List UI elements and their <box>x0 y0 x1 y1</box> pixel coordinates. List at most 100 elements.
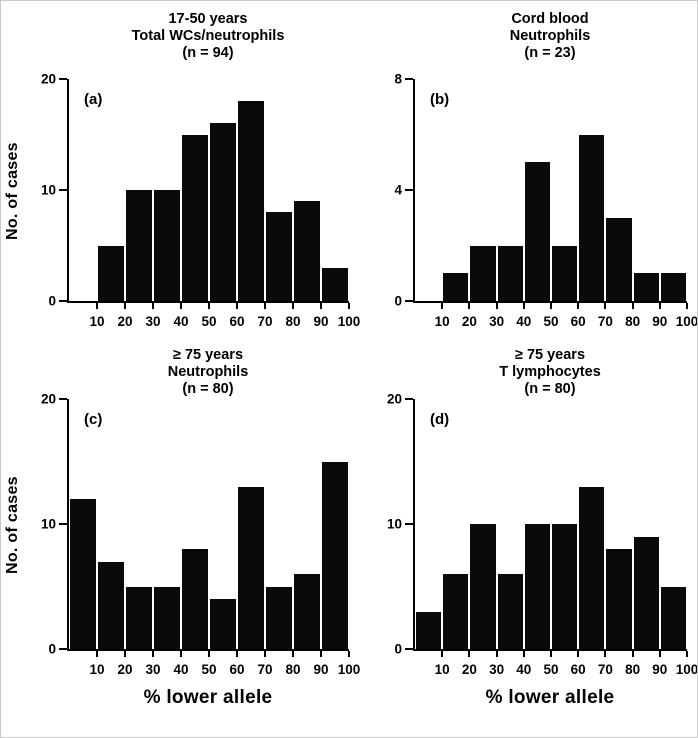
x-tick-mark <box>208 303 210 309</box>
x-tick-label: 80 <box>625 314 641 329</box>
histogram-bar <box>606 217 632 301</box>
x-tick-mark <box>577 651 580 657</box>
x-tick-label: 90 <box>313 314 329 329</box>
x-tick-mark <box>441 303 444 309</box>
x-tick-label: 40 <box>516 662 532 677</box>
y-tick-label: 0 <box>48 293 56 309</box>
histogram-bar <box>579 134 605 301</box>
title-line: ≥ 75 years <box>514 347 586 363</box>
x-tick-mark <box>152 651 154 657</box>
histogram-bar <box>238 486 264 649</box>
histogram-bar <box>154 586 180 649</box>
x-tick-mark <box>658 651 661 657</box>
y-tick-label: 0 <box>394 641 402 657</box>
panel-letter-c: (c) <box>84 411 103 428</box>
histogram-bar <box>633 273 659 301</box>
x-tick-label: 10 <box>434 662 450 677</box>
x-tick-mark <box>658 303 661 309</box>
x-tick-label: 90 <box>313 662 329 677</box>
histogram-bar <box>416 611 442 649</box>
title-line-n: (n = 80) <box>524 381 576 397</box>
panel-d-title: ≥ 75 years T lymphocytes (n = 80) <box>413 333 687 399</box>
title-line: Cord blood <box>511 11 589 27</box>
x-tick-mark <box>124 651 126 657</box>
y-tick-mark <box>59 78 67 80</box>
histogram-plot-c: (c) 10 20 30 40 50 60 70 80 90 100 0 10 20 <box>41 392 360 678</box>
histogram-bar <box>470 245 496 301</box>
plot-row: (b) 10 20 30 40 50 60 70 80 90 100 0 4 8 <box>359 72 697 330</box>
title-line: 17-50 years <box>168 11 248 27</box>
x-tick-mark <box>522 303 525 309</box>
histogram-bar <box>98 245 124 301</box>
x-tick-label: 70 <box>597 662 613 677</box>
histogram-bar <box>606 549 632 649</box>
x-tick-mark <box>348 303 350 309</box>
histogram-bar <box>210 123 236 301</box>
x-tick-mark <box>550 303 552 309</box>
title-line-n: (n = 23) <box>524 45 576 61</box>
histogram-bar <box>98 561 124 649</box>
x-tick-label: 80 <box>625 662 641 677</box>
histogram-bar <box>552 245 578 301</box>
x-tick-mark <box>208 651 210 657</box>
x-tick-label: 90 <box>652 314 668 329</box>
x-tick-mark <box>236 651 238 657</box>
panel-letter-d: (d) <box>430 411 450 428</box>
x-tick-label: 20 <box>117 662 133 677</box>
y-tick-label: 10 <box>40 182 56 198</box>
histogram-bar <box>660 586 686 649</box>
histogram-bar <box>497 245 523 301</box>
panel-d: ≥ 75 years T lymphocytes (n = 80) (d) 10… <box>359 333 697 737</box>
title-line-n: (n = 94) <box>182 45 234 61</box>
histogram-bar <box>154 190 180 301</box>
x-tick-mark <box>468 303 471 309</box>
x-tick-mark <box>292 303 294 309</box>
x-tick-mark <box>441 651 444 657</box>
y-axis-label: No. of cases <box>4 476 21 574</box>
x-tick-mark <box>495 303 498 309</box>
x-tick-label: 50 <box>201 662 217 677</box>
x-tick-mark <box>495 651 498 657</box>
x-tick-mark <box>180 651 182 657</box>
x-tick-label: 50 <box>201 314 217 329</box>
x-tick-mark <box>604 651 607 657</box>
y-tick-label: 0 <box>394 293 402 309</box>
histogram-bar <box>497 574 523 649</box>
histogram-bar <box>294 574 320 649</box>
x-tick-label: 20 <box>461 314 477 329</box>
x-tick-mark <box>264 303 266 309</box>
panel-c: ≥ 75 years Neutrophils (n = 80) No. of c… <box>1 333 360 737</box>
x-tick-mark <box>320 651 322 657</box>
x-tick-label: 50 <box>543 662 559 677</box>
x-tick-mark <box>96 303 98 309</box>
x-tick-mark <box>320 303 322 309</box>
x-tick-mark <box>604 303 607 309</box>
histogram-bar <box>266 586 292 649</box>
x-tick-label: 30 <box>489 662 505 677</box>
x-tick-label: 100 <box>337 662 361 677</box>
panel-b-title: Cord blood Neutrophils (n = 23) <box>413 1 687 79</box>
y-tick-label: 0 <box>48 641 56 657</box>
panel-letter-b: (b) <box>430 91 450 108</box>
histogram-bar <box>238 101 264 301</box>
x-tick-label: 40 <box>516 314 532 329</box>
x-tick-label: 60 <box>229 662 245 677</box>
histogram-bar <box>126 190 152 301</box>
histogram-bar <box>70 499 96 649</box>
histogram-plot-d: (d) 10 20 30 40 50 60 70 80 90 100 0 10 20 <box>387 392 697 678</box>
y-tick-label: 20 <box>386 391 402 407</box>
x-tick-mark <box>686 303 688 309</box>
x-tick-label: 80 <box>285 314 301 329</box>
x-tick-mark <box>522 651 525 657</box>
plot-row: No. of cases (c) 10 20 30 40 50 60 70 80 90 100 0 1… <box>1 392 360 678</box>
y-tick-mark <box>59 300 67 302</box>
y-tick-mark <box>59 523 67 525</box>
histogram-plot-a: (a) 10 20 30 40 50 60 70 80 90 100 0 10 20 <box>41 72 360 330</box>
x-tick-mark <box>550 651 552 657</box>
x-tick-mark <box>152 303 154 309</box>
histogram-bar <box>552 524 578 649</box>
histogram-bar <box>443 273 469 301</box>
x-tick-label: 10 <box>434 314 450 329</box>
